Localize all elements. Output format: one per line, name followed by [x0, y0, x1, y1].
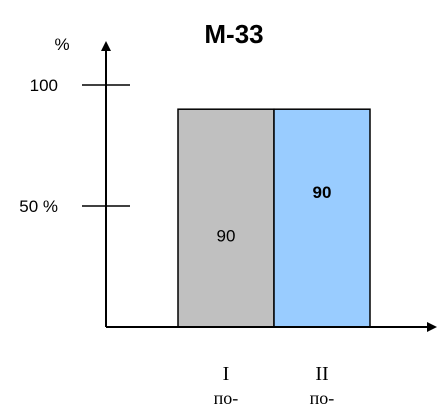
- y-axis-label: %: [54, 35, 69, 54]
- x-category-sublabel: по-: [310, 388, 335, 408]
- bar-value-label: 90: [313, 183, 332, 202]
- x-category-label: I: [223, 363, 230, 385]
- y-ticks-group: 50 % 100: [19, 76, 130, 216]
- y-tick-label: 50 %: [19, 197, 58, 216]
- x-labels-group: Iпо- II по-: [214, 363, 335, 408]
- bars-group: 90 90: [177, 108, 371, 328]
- y-tick-label: 100: [30, 76, 58, 95]
- x-category-sublabel: по-: [214, 388, 239, 408]
- chart-title: М-33: [204, 19, 263, 49]
- bar-II: [273, 108, 371, 328]
- bar-value-label: 90: [217, 227, 236, 246]
- x-category-label: II: [315, 363, 328, 385]
- bar-I: [177, 108, 275, 328]
